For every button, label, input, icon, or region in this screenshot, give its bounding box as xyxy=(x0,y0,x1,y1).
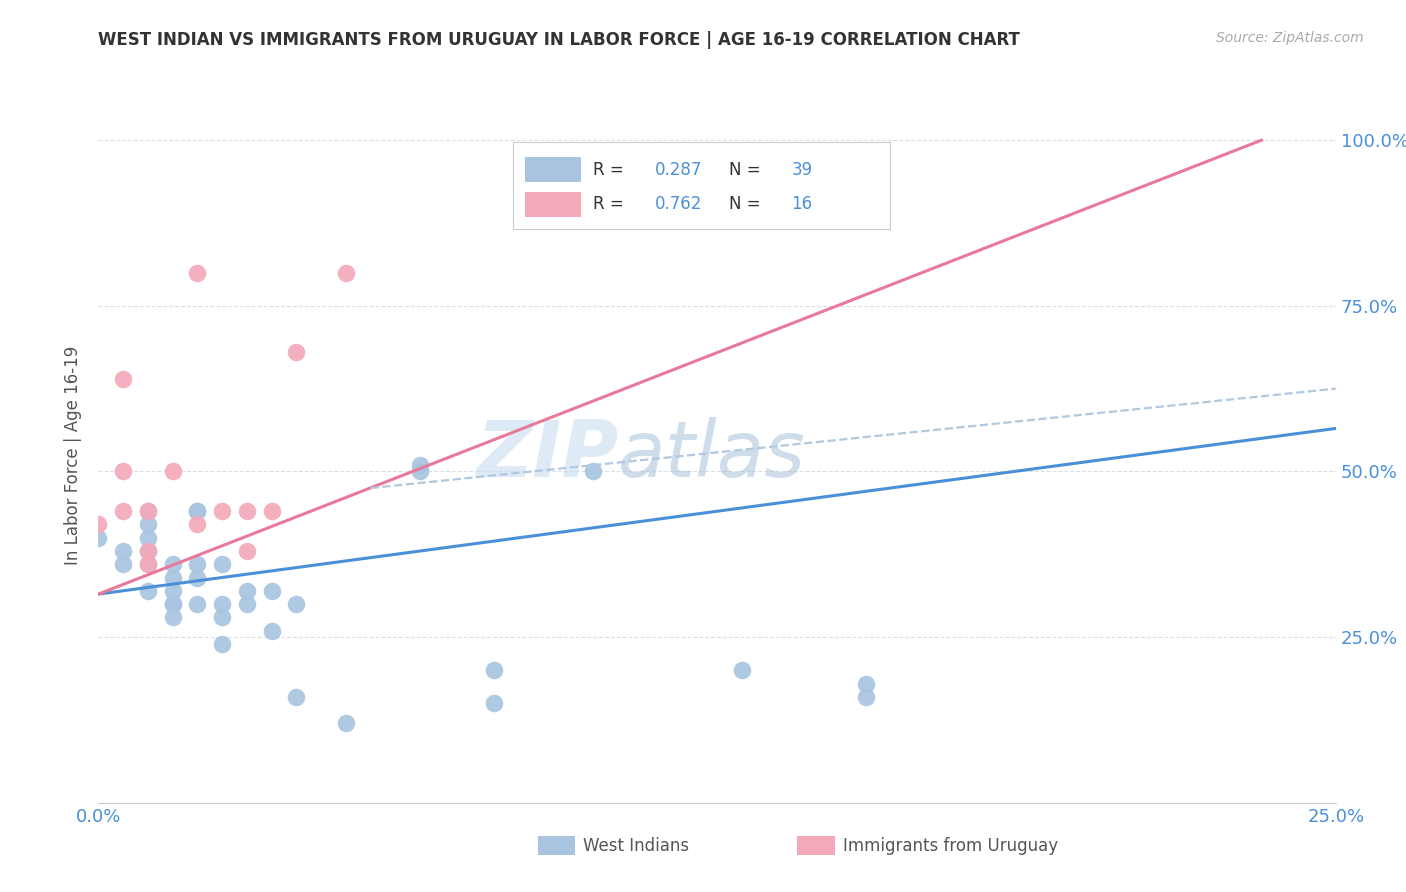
Point xyxy=(855,676,877,690)
Point xyxy=(236,597,259,611)
Text: R =: R = xyxy=(593,161,630,178)
Text: R =: R = xyxy=(593,195,630,213)
Point xyxy=(211,597,233,611)
Text: ZIP: ZIP xyxy=(475,417,619,493)
Point xyxy=(112,504,135,518)
Point xyxy=(484,663,506,677)
Point xyxy=(335,266,357,280)
Y-axis label: In Labor Force | Age 16-19: In Labor Force | Age 16-19 xyxy=(65,345,83,565)
Point xyxy=(136,504,159,518)
Point xyxy=(136,558,159,572)
Point xyxy=(260,624,283,638)
Point xyxy=(211,558,233,572)
FancyBboxPatch shape xyxy=(513,142,890,229)
Point xyxy=(136,504,159,518)
Point xyxy=(409,458,432,472)
Point xyxy=(162,610,184,624)
Point xyxy=(186,558,208,572)
Point xyxy=(112,465,135,479)
Point xyxy=(186,266,208,280)
Point xyxy=(186,504,208,518)
Text: West Indians: West Indians xyxy=(583,837,689,855)
Point xyxy=(260,583,283,598)
Point xyxy=(186,570,208,584)
Point xyxy=(186,517,208,532)
Point xyxy=(211,610,233,624)
Point xyxy=(211,504,233,518)
Point xyxy=(136,517,159,532)
Text: atlas: atlas xyxy=(619,417,806,493)
Point xyxy=(162,597,184,611)
Text: WEST INDIAN VS IMMIGRANTS FROM URUGUAY IN LABOR FORCE | AGE 16-19 CORRELATION CH: WEST INDIAN VS IMMIGRANTS FROM URUGUAY I… xyxy=(98,31,1021,49)
Point xyxy=(162,597,184,611)
Point xyxy=(855,690,877,704)
Point xyxy=(484,697,506,711)
Point xyxy=(162,583,184,598)
Point xyxy=(112,372,135,386)
Point xyxy=(285,345,308,359)
Point xyxy=(112,558,135,572)
Point xyxy=(162,465,184,479)
Text: 0.762: 0.762 xyxy=(655,195,703,213)
Text: 0.287: 0.287 xyxy=(655,161,703,178)
Text: Source: ZipAtlas.com: Source: ZipAtlas.com xyxy=(1216,31,1364,45)
Point xyxy=(87,531,110,545)
Text: N =: N = xyxy=(730,161,766,178)
Point xyxy=(136,558,159,572)
Text: N =: N = xyxy=(730,195,766,213)
Point xyxy=(731,663,754,677)
Bar xyxy=(797,836,835,855)
Point xyxy=(162,558,184,572)
Point xyxy=(211,637,233,651)
Point xyxy=(87,517,110,532)
Text: Immigrants from Uruguay: Immigrants from Uruguay xyxy=(844,837,1059,855)
Point xyxy=(285,597,308,611)
Point xyxy=(260,504,283,518)
Bar xyxy=(537,836,575,855)
Point xyxy=(335,716,357,731)
Point xyxy=(162,570,184,584)
Bar xyxy=(526,157,581,182)
Point xyxy=(285,690,308,704)
Point xyxy=(112,544,135,558)
Point xyxy=(409,465,432,479)
Point xyxy=(136,531,159,545)
Point xyxy=(136,544,159,558)
Point xyxy=(136,544,159,558)
Point xyxy=(186,597,208,611)
Point xyxy=(236,583,259,598)
Bar xyxy=(526,192,581,217)
Point xyxy=(236,504,259,518)
Text: 39: 39 xyxy=(792,161,813,178)
Point xyxy=(186,504,208,518)
Point xyxy=(136,583,159,598)
Point xyxy=(236,544,259,558)
Point xyxy=(582,465,605,479)
Text: 16: 16 xyxy=(792,195,813,213)
